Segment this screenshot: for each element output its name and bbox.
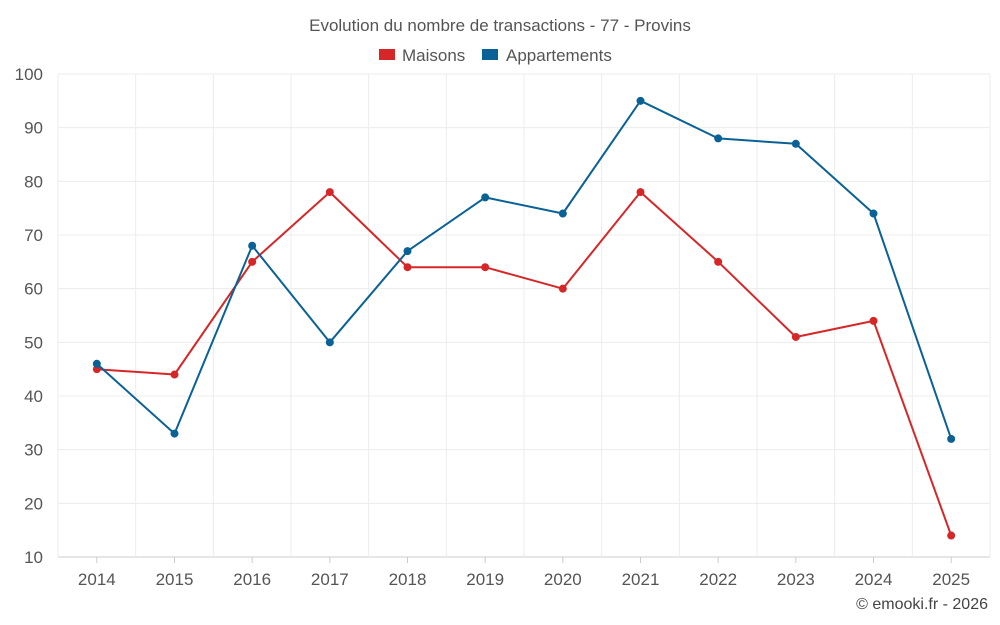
series-line-appartements	[96, 99, 953, 440]
y-tick-label: 40	[24, 387, 43, 406]
x-tick-label: 2022	[699, 570, 737, 589]
series-line-maisons	[96, 191, 953, 536]
legend: Maisons Appartements	[379, 46, 612, 65]
credit-text: © emooki.fr - 2026	[856, 596, 988, 613]
chart-title: Evolution du nombre de transactions - 77…	[309, 16, 691, 35]
y-tick-label: 70	[24, 226, 43, 245]
data-point-maisons	[558, 284, 567, 293]
legend-swatch-appartements	[482, 49, 498, 60]
data-point-maisons	[869, 316, 878, 325]
data-point-maisons	[791, 332, 800, 341]
y-tick-label: 60	[24, 280, 43, 299]
legend-swatch-maisons	[379, 49, 395, 60]
x-tick-label: 2014	[78, 570, 116, 589]
y-tick-label: 50	[24, 333, 43, 352]
x-tick-label: 2017	[311, 570, 349, 589]
y-tick-label: 80	[24, 172, 43, 191]
series	[92, 96, 956, 540]
x-tick-label: 2018	[389, 570, 427, 589]
x-tick-label: 2015	[156, 570, 194, 589]
data-point-appartements	[714, 134, 723, 143]
data-point-maisons	[403, 263, 412, 272]
data-point-maisons	[248, 257, 257, 266]
x-tick-label: 2016	[233, 570, 271, 589]
x-axis-ticks: 2014 2015 2016 2017 2018 2019 2020 2021 2022 2023…	[78, 557, 970, 589]
legend-label-maisons: Maisons	[402, 46, 465, 65]
data-point-appartements	[947, 434, 956, 443]
data-point-maisons	[170, 370, 179, 379]
y-tick-label: 20	[24, 494, 43, 513]
x-tick-label: 2020	[544, 570, 582, 589]
x-tick-label: 2023	[777, 570, 815, 589]
data-point-maisons	[325, 188, 334, 197]
x-tick-label: 2024	[855, 570, 893, 589]
x-tick-label: 2021	[622, 570, 660, 589]
data-point-appartements	[170, 429, 179, 438]
data-point-appartements	[481, 193, 490, 202]
data-point-appartements	[791, 139, 800, 148]
data-point-appartements	[558, 209, 567, 218]
data-point-appartements	[325, 338, 334, 347]
data-point-appartements	[92, 359, 101, 368]
y-tick-label: 100	[15, 65, 43, 84]
data-point-maisons	[636, 188, 645, 197]
x-tick-label: 2025	[932, 570, 970, 589]
data-point-appartements	[248, 241, 257, 250]
y-tick-label: 10	[24, 548, 43, 567]
data-point-appartements	[403, 247, 412, 256]
data-point-appartements	[636, 96, 645, 105]
x-tick-label: 2019	[466, 570, 504, 589]
y-tick-label: 90	[24, 119, 43, 138]
legend-label-appartements: Appartements	[506, 46, 612, 65]
grid	[57, 73, 991, 558]
data-point-maisons	[947, 531, 956, 540]
data-point-maisons	[481, 263, 490, 272]
data-point-appartements	[869, 209, 878, 218]
y-tick-label: 30	[24, 441, 43, 460]
y-axis-ticks: 10 20 30 40 50 60 70 80 90 100	[15, 65, 43, 567]
data-point-maisons	[714, 257, 723, 266]
